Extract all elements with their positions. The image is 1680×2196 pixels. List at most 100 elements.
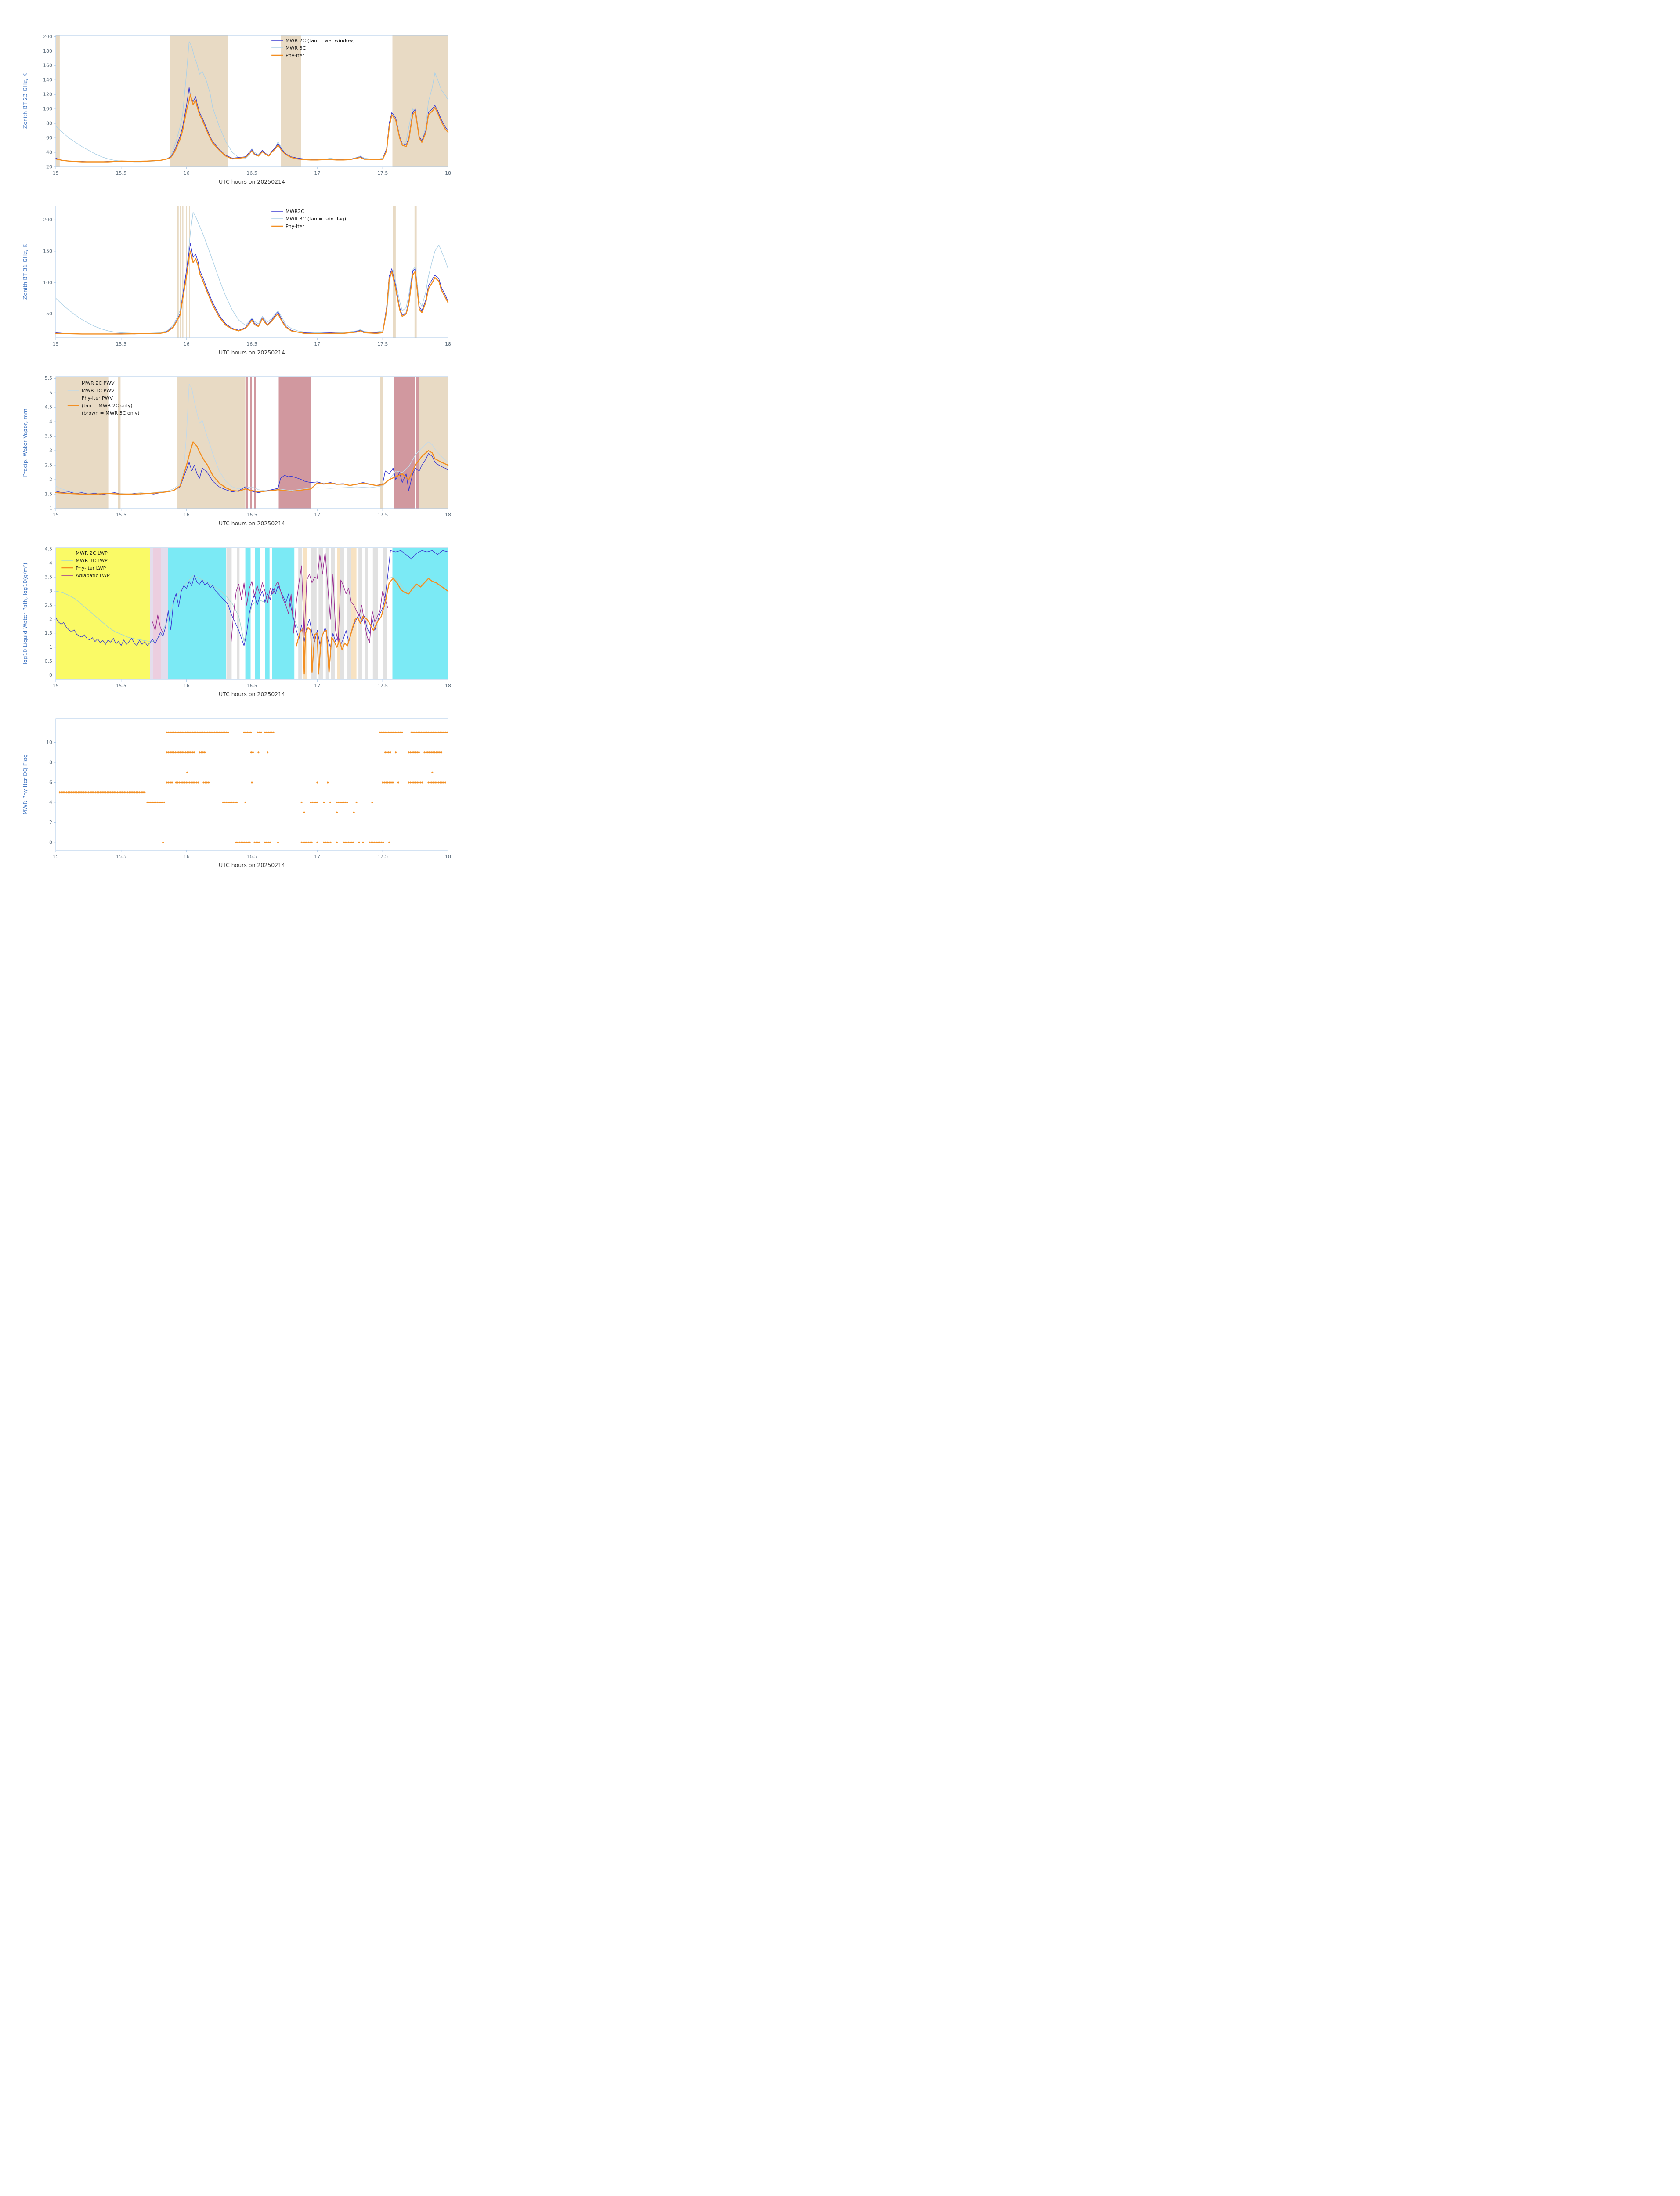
y-tick-label: 140 bbox=[43, 77, 52, 83]
dq-flag-dot bbox=[337, 801, 340, 803]
dq-flag-dot bbox=[339, 801, 341, 803]
chart-panel-bt31: 15 15.5 16 16.5 17 17.5 18 50 100 150 200 MWR2C MWR … bbox=[0, 195, 560, 366]
dq-flag-dot bbox=[190, 781, 192, 784]
legend-label: MWR 2C PWV bbox=[82, 380, 115, 386]
dq-flag-dot bbox=[380, 841, 383, 843]
legend-label: (tan = MWR 2C only) bbox=[82, 403, 133, 408]
highlight-band bbox=[237, 548, 240, 679]
dq-flag-dot bbox=[258, 731, 260, 733]
dq-flag-dot bbox=[128, 791, 130, 794]
dq-flag-dot bbox=[311, 801, 314, 803]
dq-flag-dot bbox=[208, 731, 210, 733]
dq-flag-dot bbox=[135, 791, 137, 794]
dq-flag-dot bbox=[375, 841, 377, 843]
dq-flag-dot bbox=[336, 811, 338, 813]
y-tick-label: 150 bbox=[43, 248, 52, 254]
dq-flag-dot bbox=[173, 731, 175, 733]
dq-flag-dot bbox=[247, 841, 249, 843]
dq-flag-dot bbox=[64, 791, 66, 794]
highlight-band bbox=[245, 548, 251, 679]
highlight-band bbox=[331, 548, 335, 679]
highlight-band bbox=[311, 548, 317, 679]
dq-flag-dot bbox=[413, 781, 415, 784]
dq-flag-dot bbox=[213, 731, 216, 733]
dq-flag-dot bbox=[419, 781, 422, 784]
dq-flag-dot bbox=[433, 731, 434, 733]
dq-flag-dot bbox=[191, 731, 194, 733]
dq-flag-dot bbox=[271, 731, 273, 733]
dq-flag-dot bbox=[138, 791, 141, 794]
dq-flag-dot bbox=[309, 841, 311, 843]
dq-flag-dot bbox=[388, 841, 390, 843]
legend-label: MWR 3C bbox=[285, 45, 306, 51]
dq-flag-dot bbox=[224, 801, 226, 803]
dq-flag-dot bbox=[105, 791, 107, 794]
dq-flag-dot bbox=[81, 791, 83, 794]
dq-flag-dot bbox=[248, 731, 250, 733]
y-tick-label: 0.5 bbox=[45, 658, 53, 664]
dq-flag-dot bbox=[169, 731, 171, 733]
dq-flag-dot bbox=[316, 841, 318, 843]
dq-flag-dot bbox=[385, 781, 387, 784]
dq-flag-dot bbox=[399, 731, 401, 733]
dq-flag-dot bbox=[173, 751, 175, 754]
dq-flag-dot bbox=[166, 781, 168, 784]
dq-flag-dot bbox=[435, 751, 437, 754]
legend-label: Phy-Iter bbox=[285, 224, 304, 229]
dq-flag-dot bbox=[313, 801, 315, 803]
series-phy-iter-pwv bbox=[55, 441, 449, 495]
dq-flag-dot bbox=[311, 841, 313, 843]
highlight-band bbox=[278, 377, 311, 509]
dq-flag-dot bbox=[300, 841, 303, 843]
dq-flag-dot bbox=[260, 731, 262, 733]
x-tick-label: 17.5 bbox=[377, 854, 388, 860]
dq-flag-dot bbox=[421, 781, 423, 784]
dq-flag-dot bbox=[237, 841, 239, 843]
series-phy-iter-lwp bbox=[296, 578, 449, 675]
x-axis-label-bt23: UTC hours on 20250214 bbox=[218, 178, 285, 185]
highlight-band bbox=[419, 377, 448, 509]
y-axis-label-dq-flag: MWR Phy Iter DQ Flag bbox=[22, 754, 29, 815]
y-tick-label: 20 bbox=[46, 164, 52, 170]
dq-flag-dot bbox=[436, 731, 438, 733]
dq-flag-dot bbox=[235, 841, 237, 843]
dq-flag-dot bbox=[415, 731, 418, 733]
x-axis-label-bt31: UTC hours on 20250214 bbox=[218, 349, 285, 356]
legend-label: MWR 3C LWP bbox=[76, 558, 108, 563]
dq-flag-dot bbox=[427, 751, 429, 754]
dq-flag-dot bbox=[182, 781, 184, 784]
y-tick-label: 160 bbox=[43, 63, 52, 69]
dq-flag-dot bbox=[383, 781, 385, 784]
legend-label: Phy-Iter LWP bbox=[76, 565, 106, 571]
dq-flag-dot bbox=[443, 731, 445, 733]
dq-flag-dot bbox=[323, 801, 325, 803]
dq-flag-dot bbox=[441, 751, 443, 754]
highlight-band bbox=[265, 548, 270, 679]
dq-flag-dot bbox=[199, 751, 201, 754]
dq-flag-dot bbox=[185, 781, 188, 784]
dq-flag-dot bbox=[243, 731, 245, 733]
legend-label: MWR 3C (tan = rain flag) bbox=[285, 216, 346, 222]
dq-flag-dot bbox=[176, 731, 178, 733]
y-tick-label: 5.5 bbox=[45, 376, 53, 381]
x-tick-label: 16.5 bbox=[246, 683, 257, 689]
dq-flag-dot bbox=[302, 841, 304, 843]
dq-flag-dot bbox=[152, 801, 153, 803]
dq-flag-dot bbox=[386, 751, 388, 754]
dq-flag-dot bbox=[344, 801, 347, 803]
y-tick-label: 2.5 bbox=[45, 602, 53, 608]
dq-flag-dot bbox=[249, 841, 251, 843]
highlight-band bbox=[318, 548, 323, 679]
dq-flag-dot bbox=[396, 731, 398, 733]
series-phy-iter bbox=[55, 250, 449, 335]
highlight-band bbox=[180, 206, 181, 338]
dq-flag-dot bbox=[420, 731, 423, 733]
y-tick-label: 100 bbox=[43, 280, 52, 285]
x-tick-label: 17 bbox=[314, 854, 320, 860]
y-axis-label-bt23: Zenith BT 23 GHz, K bbox=[22, 73, 29, 129]
x-tick-label: 17 bbox=[314, 512, 320, 518]
dq-flag-dot bbox=[181, 731, 183, 733]
dq-flag-dot bbox=[325, 841, 327, 843]
highlight-band bbox=[383, 548, 387, 679]
dq-flag-dot bbox=[272, 731, 275, 733]
